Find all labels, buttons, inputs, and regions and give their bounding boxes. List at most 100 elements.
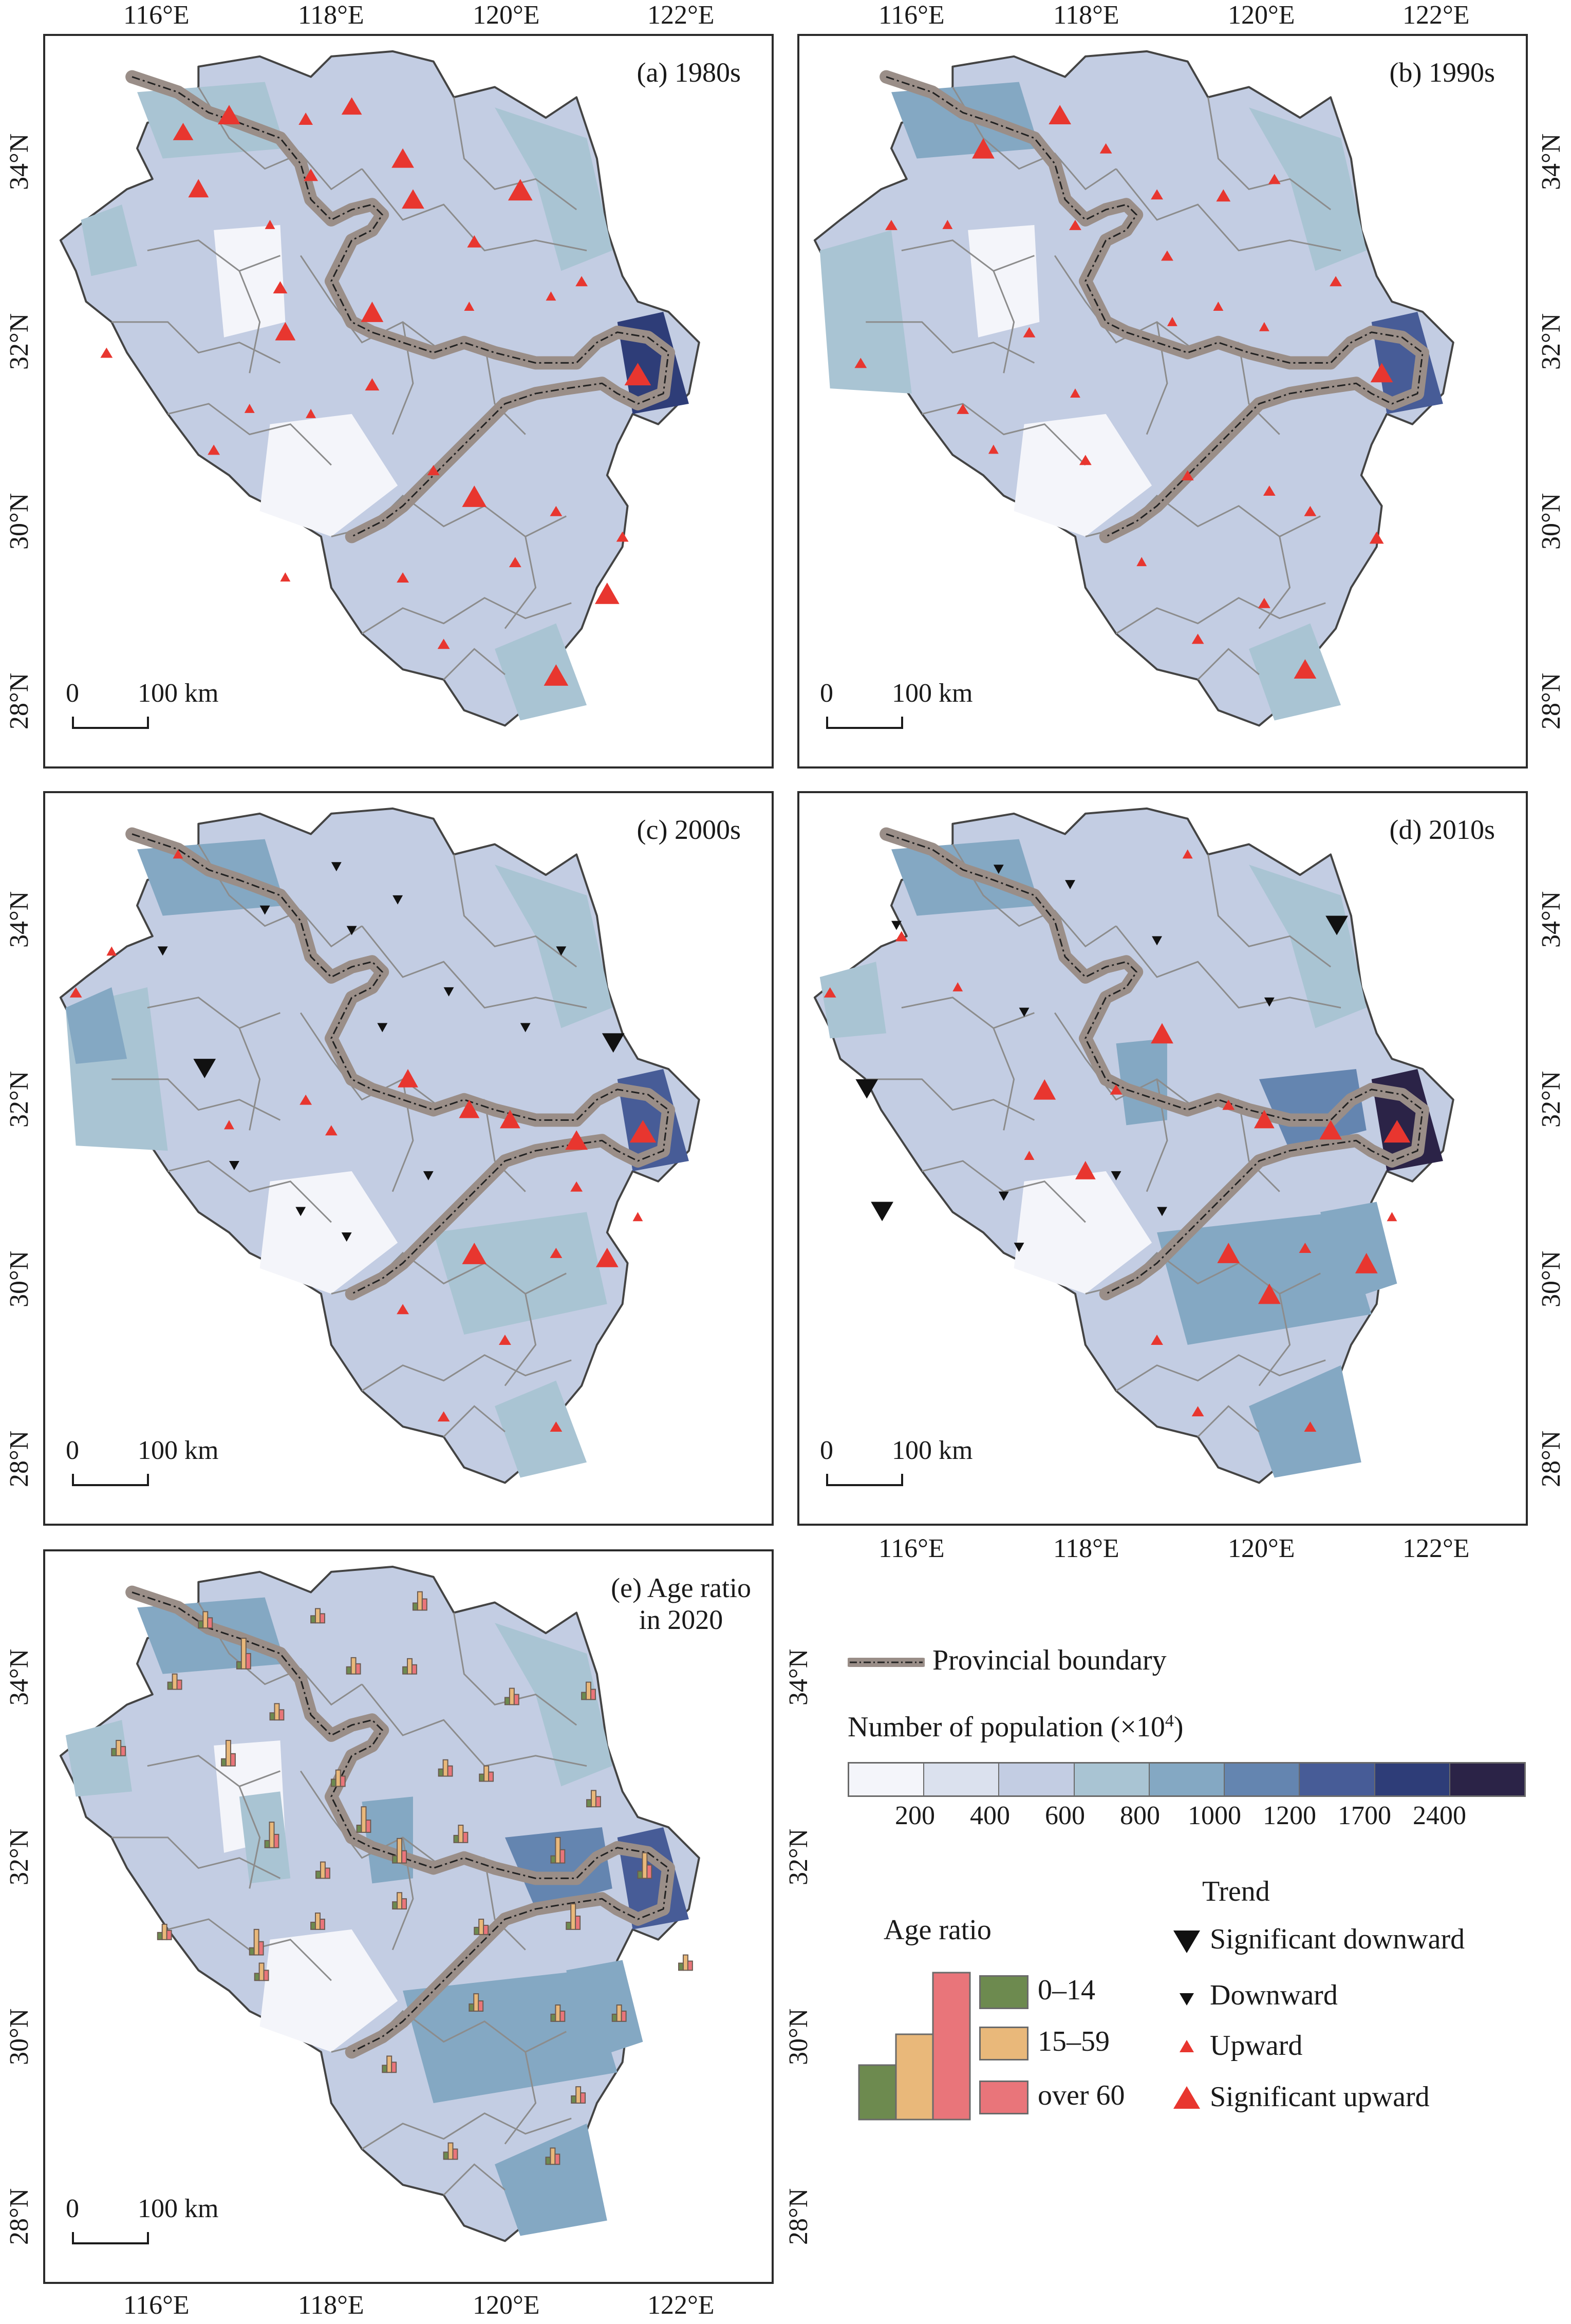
scale-bar-label-end: 100 km <box>138 1436 219 1465</box>
lon-tick-label: 120°E <box>473 1 540 30</box>
scale-bar <box>72 717 149 729</box>
ramp-swatch <box>1225 1764 1300 1795</box>
lat-tick-label: 32°N <box>5 1828 34 1885</box>
population-title-text: Number of population (×10 <box>848 1711 1165 1743</box>
lon-tick-label: 118°E <box>1053 1 1119 30</box>
population-title-sup: 4 <box>1165 1711 1174 1731</box>
triangle-up-large-icon <box>1173 2086 1200 2109</box>
lon-tick-label: 122°E <box>647 1 715 30</box>
age-ratio-title: Age ratio <box>884 1914 992 1946</box>
panel-title: (e) Age ratio in 2020 <box>611 1572 751 1635</box>
triangle-down-small-icon <box>1180 1993 1194 2006</box>
lat-tick-label: 28°N <box>1537 672 1566 729</box>
ramp-swatch <box>1074 1764 1150 1795</box>
trend-symbols <box>854 105 1393 679</box>
lat-tick-label: 28°N <box>5 672 34 729</box>
scale-bar-label-start: 0 <box>66 1436 79 1465</box>
panel-title: (d) 2010s <box>1389 814 1495 845</box>
ramp-swatch <box>1450 1764 1524 1795</box>
lon-tick-label: 122°E <box>647 2291 715 2320</box>
ramp-break-label: 400 <box>970 1801 1010 1830</box>
lat-tick-label: 34°N <box>5 133 34 190</box>
boundary-swatch <box>848 1658 925 1667</box>
age-label-0-14: 0–14 <box>1038 1974 1095 2006</box>
ramp-break-label: 1700 <box>1338 1801 1391 1830</box>
trend-symbols <box>100 97 651 686</box>
ramp-break-label: 1000 <box>1188 1801 1241 1830</box>
lon-tick-label: 118°E <box>1053 1534 1119 1563</box>
map-panel-d: (d) 2010s 0 100 km <box>797 791 1528 1526</box>
scale-bar <box>72 1474 149 1486</box>
scale-bar <box>72 2232 149 2244</box>
lon-tick-label: 120°E <box>1228 1534 1295 1563</box>
age-swatch-0-14 <box>979 1975 1028 2009</box>
legend: Provincial boundary Number of population… <box>822 1634 1562 2224</box>
trend-symbols <box>69 849 657 1432</box>
lat-tick-label: 34°N <box>5 1648 34 1705</box>
lat-tick-label: 28°N <box>784 2188 813 2245</box>
ramp-break-label: 800 <box>1120 1801 1160 1830</box>
scale-bar <box>826 717 903 729</box>
population-title: Number of population (×104) <box>848 1711 1184 1744</box>
boundary-label: Provincial boundary <box>932 1644 1167 1676</box>
ramp-swatch <box>1149 1764 1225 1795</box>
region-map <box>59 50 700 727</box>
lat-tick-label: 28°N <box>5 2188 34 2245</box>
choropleth-patches <box>81 82 689 721</box>
lon-tick-label: 116°E <box>123 2291 190 2320</box>
lat-tick-label: 28°N <box>5 1430 34 1487</box>
age-ratio-legend-bars <box>858 1972 971 2121</box>
map-panel-b: (b) 1990s 0 100 km <box>797 34 1528 769</box>
trend-label: Upward <box>1210 2030 1303 2061</box>
map-panel-c: (c) 2000s 0 100 km <box>43 791 774 1526</box>
lat-tick-label: 32°N <box>1537 1071 1566 1128</box>
age-ratio-bars <box>111 1591 693 2165</box>
scale-bar-label-end: 100 km <box>138 679 219 708</box>
ramp-break-label: 2400 <box>1413 1801 1466 1830</box>
lat-tick-label: 30°N <box>5 493 34 550</box>
ramp-break-label: 200 <box>895 1801 935 1830</box>
age-label-over-60: over 60 <box>1038 2079 1125 2111</box>
ramp-swatch <box>924 1764 1000 1795</box>
lat-tick-label: 30°N <box>5 1250 34 1307</box>
trend-title: Trend <box>1202 1876 1270 1907</box>
scale-bar-label-start: 0 <box>820 679 833 708</box>
ramp-swatch <box>1375 1764 1450 1795</box>
scale-bar-label-end: 100 km <box>138 2194 219 2223</box>
lat-tick-label: 30°N <box>1537 1250 1566 1307</box>
ramp-break-label: 1200 <box>1263 1801 1316 1830</box>
panel-title: (c) 2000s <box>637 814 741 845</box>
panel-title: (a) 1980s <box>637 57 741 88</box>
panel-title: (b) 1990s <box>1389 57 1495 88</box>
region-map <box>813 807 1454 1484</box>
lat-tick-label: 30°N <box>784 2008 813 2065</box>
lat-tick-label: 32°N <box>784 1828 813 1885</box>
ramp-swatch <box>1300 1764 1375 1795</box>
lon-tick-label: 122°E <box>1402 1 1470 30</box>
population-color-ramp <box>848 1762 1526 1797</box>
lat-tick-label: 28°N <box>1537 1430 1566 1487</box>
lon-tick-label: 120°E <box>473 2291 540 2320</box>
scale-bar-label-start: 0 <box>820 1436 833 1465</box>
map-panel-a: (a) 1980s 0 100 km <box>43 34 774 769</box>
lon-tick-label: 118°E <box>298 2291 364 2320</box>
lat-tick-label: 34°N <box>1537 891 1566 948</box>
triangle-down-large-icon <box>1173 1931 1200 1953</box>
ramp-swatch <box>849 1764 925 1795</box>
lon-tick-label: 118°E <box>298 1 364 30</box>
scale-bar-label-end: 100 km <box>892 679 973 708</box>
region-map <box>59 807 700 1484</box>
ramp-swatch <box>999 1764 1075 1795</box>
choropleth-patches <box>819 82 1443 721</box>
age-swatch-15-59 <box>979 2027 1028 2060</box>
scale-bar-label-start: 0 <box>66 679 79 708</box>
lat-tick-label: 34°N <box>1537 133 1566 190</box>
lon-tick-label: 120°E <box>1228 1 1295 30</box>
scale-bar <box>826 1474 903 1486</box>
trend-label: Significant upward <box>1210 2081 1430 2113</box>
ramp-break-label: 600 <box>1045 1801 1085 1830</box>
age-swatch-over-60 <box>979 2081 1028 2114</box>
lat-tick-label: 32°N <box>1537 313 1566 370</box>
region-map <box>59 1565 700 2242</box>
age-label-15-59: 15–59 <box>1038 2026 1110 2057</box>
